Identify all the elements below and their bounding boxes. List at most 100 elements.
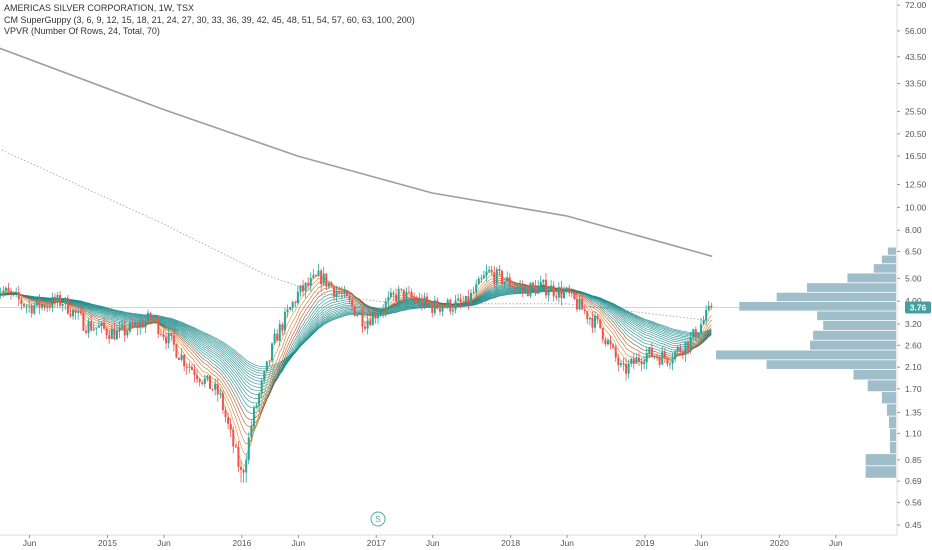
guppy-slow-line	[0, 291, 712, 368]
last-price-badge-bg	[905, 301, 931, 314]
candle	[330, 281, 333, 287]
candle	[110, 325, 113, 340]
vpvr-bar	[813, 330, 896, 340]
candle-body	[115, 330, 118, 340]
candle-body	[177, 357, 180, 360]
candle	[265, 361, 268, 372]
candle-body	[619, 363, 622, 366]
price-tick-label: 1.35	[905, 407, 922, 417]
candle-body	[314, 275, 317, 277]
candle-body	[56, 295, 59, 303]
candle	[687, 341, 690, 356]
time-axis[interactable]: Jun 2015 Jun 2016 Jun 2017 Jun 2018 Jun 2019 Jun 20…	[23, 535, 843, 548]
candle-body	[387, 297, 390, 302]
candle-body	[343, 290, 346, 294]
event-marker[interactable]: S	[370, 511, 386, 527]
candle	[578, 295, 581, 311]
candle-body	[622, 363, 625, 364]
candle-body	[203, 378, 206, 384]
indicator-vpvr[interactable]: VPVR (Number Of Rows, 24, Total, 70)	[4, 26, 160, 36]
candle-body	[258, 393, 261, 406]
candle	[537, 280, 540, 294]
vpvr-bar	[886, 404, 896, 416]
candle-body	[454, 300, 457, 310]
candle	[684, 341, 687, 362]
candle	[4, 286, 7, 294]
candle-body	[289, 307, 292, 310]
price-tick-label: 43.50	[905, 52, 927, 62]
candle-body	[635, 357, 638, 364]
candle	[689, 332, 692, 354]
candle	[459, 293, 462, 309]
candle-body	[216, 384, 219, 395]
candle-body	[90, 321, 93, 331]
candle-body	[674, 351, 677, 360]
candle-body	[671, 359, 674, 364]
candle	[640, 358, 643, 372]
candle	[606, 338, 609, 346]
candle-body	[237, 447, 240, 467]
candle-body	[364, 326, 367, 329]
candle-body	[459, 298, 462, 303]
vpvr-bar	[887, 247, 896, 255]
candle-body	[180, 354, 183, 360]
candle-body	[658, 358, 661, 365]
candle	[358, 312, 361, 316]
candle-body	[436, 300, 439, 309]
candle-body	[640, 361, 643, 365]
candle	[622, 357, 625, 371]
candle	[234, 443, 237, 448]
candle	[472, 286, 475, 295]
candle	[121, 319, 124, 331]
candle-body	[438, 308, 441, 312]
candle	[433, 295, 436, 316]
candle-body	[59, 295, 62, 306]
vpvr-bar	[716, 350, 896, 360]
indicator-superguppy[interactable]: CM SuperGuppy (3, 6, 9, 12, 15, 18, 21, …	[4, 14, 415, 25]
candle	[216, 378, 219, 402]
price-tick-label: 2.60	[905, 340, 922, 350]
candle-body	[451, 309, 454, 312]
candle-body	[402, 289, 405, 301]
price-axis[interactable]: 72.00 56.00 43.50 33.50 25.50 20.50 16.50 12.50…	[0, 0, 927, 536]
candle	[170, 332, 173, 342]
candle-body	[547, 291, 550, 296]
candle-body	[345, 290, 348, 297]
candle-body	[175, 344, 178, 358]
candle-body	[255, 405, 258, 408]
candle-body	[578, 298, 581, 310]
price-tick-label: 10.00	[905, 202, 927, 212]
candle-body	[382, 310, 385, 312]
candle	[676, 345, 679, 355]
time-tick-label: Jun	[829, 538, 843, 548]
candle	[451, 305, 454, 316]
candle-body	[219, 393, 222, 395]
candle	[97, 319, 100, 328]
candle	[563, 286, 566, 300]
candle-body	[407, 291, 410, 293]
candle-body	[74, 309, 77, 313]
candle	[273, 328, 276, 345]
candle-body	[53, 297, 56, 303]
candle-body	[330, 282, 333, 287]
price-tick-label: 16.50	[905, 151, 927, 161]
candle	[387, 291, 390, 307]
candle	[211, 388, 214, 392]
candle-body	[278, 324, 281, 341]
candle	[84, 326, 87, 335]
candle-body	[392, 292, 395, 295]
vpvr-bar	[817, 311, 896, 321]
candle	[446, 297, 449, 310]
candle-body	[144, 321, 147, 328]
candle-body	[627, 363, 630, 374]
candle	[136, 315, 139, 336]
symbol-title[interactable]: AMERICAS SILVER CORPORATION, 1W, TSX	[4, 3, 195, 13]
candle	[568, 284, 571, 297]
candle-body	[48, 306, 51, 308]
candle	[289, 306, 292, 310]
split-event-icon[interactable]	[370, 511, 386, 527]
candle-body	[2, 290, 5, 293]
candle	[59, 290, 62, 309]
candle	[604, 337, 607, 347]
